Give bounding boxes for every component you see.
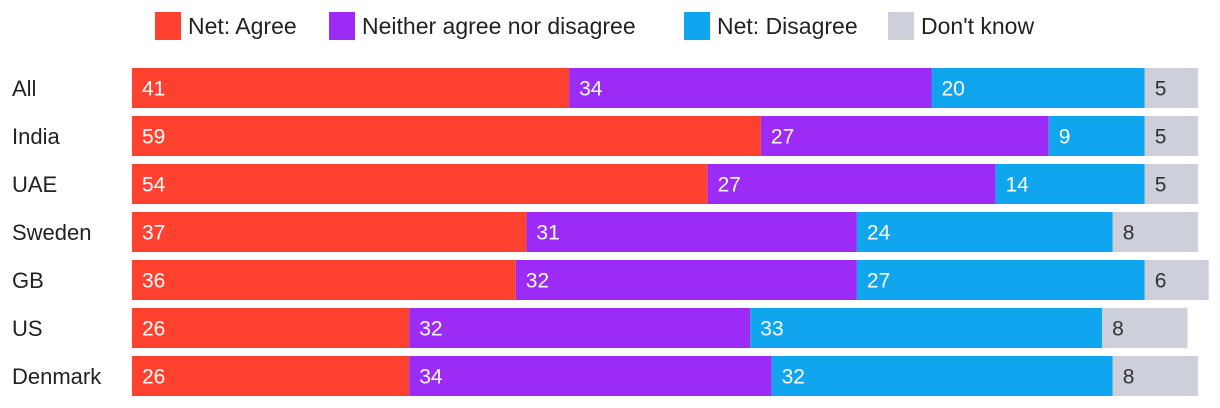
- bar-india-net-agree: [132, 116, 761, 156]
- bars: 41 34 20 5 59 27 9 5 54 27 14 5 37 31 24 8 36 32 27 6 26 32 33…: [132, 68, 1209, 396]
- value-label-denmark-net-agree: 26: [142, 366, 165, 389]
- value-label-sweden-neither-agree-nor-disagree: 31: [536, 222, 559, 245]
- value-label-gb-neither-agree-nor-disagree: 32: [526, 270, 549, 293]
- bar-us-net-agree: [132, 308, 410, 348]
- bar-india-don-t-know: [1144, 116, 1198, 156]
- legend-swatch-net-disagree: [684, 12, 710, 40]
- value-label-denmark-don-t-know: 8: [1123, 366, 1135, 389]
- value-label-uae-net-agree: 54: [142, 174, 166, 197]
- category-labels: All India UAE Sweden GB US Denmark: [12, 76, 102, 389]
- bar-denmark-don-t-know: [1112, 356, 1198, 396]
- legend-swatch-neither-agree-nor-disagree: [329, 12, 355, 40]
- value-label-gb-don-t-know: 6: [1155, 270, 1167, 293]
- bar-all-net-agree: [132, 68, 570, 108]
- value-label-us-net-agree: 26: [142, 318, 165, 341]
- bar-sweden-don-t-know: [1112, 212, 1198, 252]
- value-label-india-net-agree: 59: [142, 126, 165, 149]
- category-label-all: All: [12, 76, 36, 101]
- value-label-gb-net-disagree: 27: [867, 270, 890, 293]
- legend-label-neither-agree-nor-disagree: Neither agree nor disagree: [362, 13, 636, 39]
- bar-uae-don-t-know: [1144, 164, 1198, 204]
- bar-denmark-neither-agree-nor-disagree: [409, 356, 772, 396]
- legend-swatch-don-t-know: [888, 12, 914, 40]
- value-label-sweden-net-agree: 37: [142, 222, 165, 245]
- bar-us-don-t-know: [1102, 308, 1188, 348]
- value-label-all-net-agree: 41: [142, 78, 165, 101]
- legend-label-don-t-know: Don't know: [921, 13, 1034, 39]
- legend-label-net-agree: Net: Agree: [188, 13, 297, 39]
- value-label-us-neither-agree-nor-disagree: 32: [419, 318, 442, 341]
- bar-sweden-net-disagree: [856, 212, 1113, 252]
- bar-uae-neither-agree-nor-disagree: [707, 164, 996, 204]
- bar-gb-net-disagree: [856, 260, 1145, 300]
- value-label-uae-neither-agree-nor-disagree: 27: [718, 174, 741, 197]
- bar-all-neither-agree-nor-disagree: [569, 68, 932, 108]
- legend: Net: Agree Neither agree nor disagree Net:…: [155, 12, 1034, 40]
- value-label-gb-net-agree: 36: [142, 270, 165, 293]
- bar-gb-neither-agree-nor-disagree: [515, 260, 857, 300]
- bar-us-net-disagree: [750, 308, 1103, 348]
- bar-uae-net-agree: [132, 164, 708, 204]
- value-label-denmark-net-disagree: 32: [782, 366, 805, 389]
- value-label-uae-don-t-know: 5: [1155, 174, 1167, 197]
- bar-gb-net-agree: [132, 260, 516, 300]
- category-label-sweden: Sweden: [12, 220, 92, 245]
- bar-all-don-t-know: [1144, 68, 1198, 108]
- value-label-sweden-net-disagree: 24: [867, 222, 891, 245]
- bar-gb-don-t-know: [1144, 260, 1209, 300]
- value-label-sweden-don-t-know: 8: [1123, 222, 1135, 245]
- bar-all-net-disagree: [931, 68, 1145, 108]
- value-label-india-net-disagree: 9: [1059, 126, 1071, 149]
- value-label-us-net-disagree: 33: [760, 318, 783, 341]
- value-label-all-net-disagree: 20: [942, 78, 965, 101]
- bar-denmark-net-disagree: [771, 356, 1113, 396]
- bar-sweden-net-agree: [132, 212, 527, 252]
- value-label-india-neither-agree-nor-disagree: 27: [771, 126, 794, 149]
- bar-sweden-neither-agree-nor-disagree: [526, 212, 857, 252]
- value-label-all-neither-agree-nor-disagree: 34: [579, 78, 603, 101]
- category-label-us: US: [12, 316, 43, 341]
- bar-india-neither-agree-nor-disagree: [760, 116, 1049, 156]
- category-label-denmark: Denmark: [12, 364, 102, 389]
- bar-us-neither-agree-nor-disagree: [409, 308, 751, 348]
- legend-label-net-disagree: Net: Disagree: [717, 13, 858, 39]
- value-label-india-don-t-know: 5: [1155, 126, 1167, 149]
- bar-india-net-disagree: [1048, 116, 1145, 156]
- value-label-all-don-t-know: 5: [1155, 78, 1167, 101]
- value-label-uae-net-disagree: 14: [1006, 174, 1030, 197]
- category-label-gb: GB: [12, 268, 44, 293]
- value-label-us-don-t-know: 8: [1112, 318, 1124, 341]
- bar-uae-net-disagree: [995, 164, 1145, 204]
- bar-denmark-net-agree: [132, 356, 410, 396]
- category-label-uae: UAE: [12, 172, 57, 197]
- legend-swatch-net-agree: [155, 12, 181, 40]
- value-label-denmark-neither-agree-nor-disagree: 34: [419, 366, 443, 389]
- category-label-india: India: [12, 124, 60, 149]
